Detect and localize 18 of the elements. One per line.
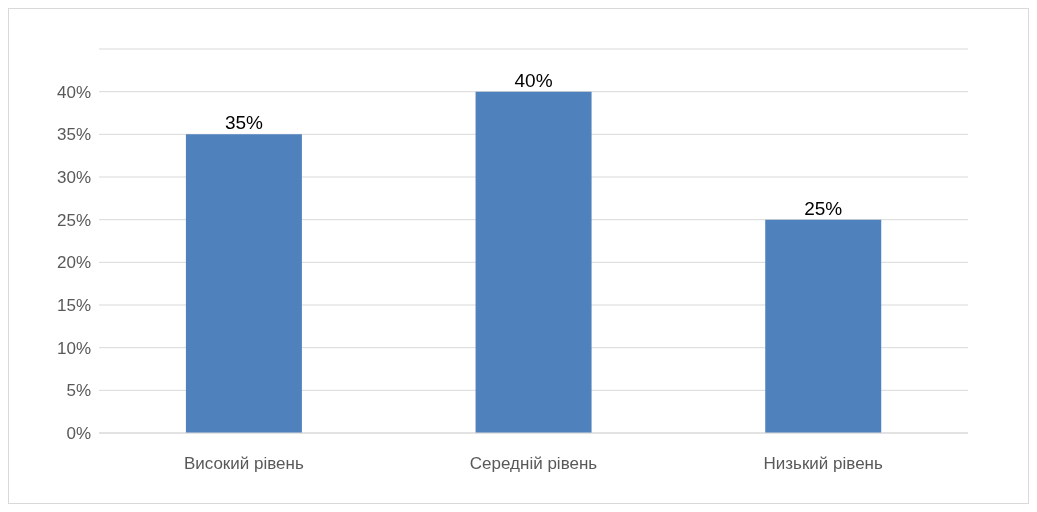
y-tick-label: 40% <box>56 82 91 102</box>
data-label: 25% <box>804 197 843 219</box>
y-tick-label: 20% <box>56 253 91 273</box>
bar <box>765 219 882 433</box>
x-tick-label: Середній рівень <box>469 454 598 474</box>
bar <box>475 91 592 433</box>
y-tick-label: 5% <box>66 381 91 401</box>
y-tick-label: 25% <box>56 210 91 230</box>
data-label: 40% <box>514 69 553 91</box>
x-tick-label: Високий рівень <box>183 454 304 474</box>
y-tick-label: 15% <box>56 296 91 316</box>
bar <box>185 134 302 433</box>
y-tick-label: 10% <box>56 338 91 358</box>
data-label: 35% <box>224 112 264 134</box>
y-tick-label: 30% <box>56 168 91 188</box>
y-tick-label: 35% <box>56 125 91 145</box>
x-tick-label: Низький рівень <box>763 454 883 474</box>
y-tick-label: 0% <box>66 424 91 444</box>
